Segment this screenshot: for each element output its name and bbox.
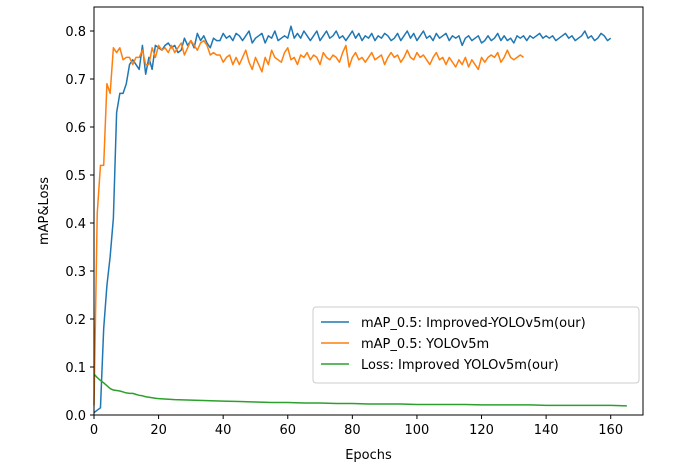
y-tick-label: 0.5: [65, 169, 86, 184]
legend-label: Loss: Improved YOLOv5m(our): [361, 358, 559, 373]
x-tick-label: 120: [469, 423, 494, 438]
x-tick-label: 20: [150, 423, 167, 438]
y-tick-label: 0.3: [65, 265, 86, 280]
legend-label: mAP_0.5: Improved-YOLOv5m(our): [361, 316, 586, 331]
y-axis: 0.0 0.1 0.2 0.3 0.4 0.5 0.6 0.7 0.8: [65, 25, 94, 424]
series-line-1: [93, 25, 612, 414]
y-tick-label: 0.7: [65, 73, 86, 88]
plot-frame: [93, 6, 644, 416]
x-tick-label: 40: [215, 423, 232, 438]
y-axis-label: mAP&Loss: [37, 177, 52, 245]
y-tick-label: 0.6: [65, 121, 86, 136]
y-tick-label: 0.2: [65, 313, 86, 328]
y-tick-label: 0.1: [65, 361, 86, 376]
legend: mAP_0.5: Improved-YOLOv5m(our) mAP_0.5: Y…: [312, 306, 640, 384]
y-tick-label: 0.8: [65, 25, 86, 40]
legend-label: mAP_0.5: YOLOv5m: [361, 337, 489, 352]
x-tick-label: 160: [598, 423, 623, 438]
x-tick-label: 60: [279, 423, 296, 438]
x-axis-label: Epochs: [345, 448, 392, 463]
x-tick-label: 80: [344, 423, 361, 438]
y-tick-label: 0.4: [65, 217, 86, 232]
y-tick-label: 0.0: [65, 409, 86, 424]
x-tick-label: 100: [405, 423, 430, 438]
x-tick-label: 0: [90, 423, 98, 438]
series-layer: [93, 25, 627, 414]
legend-box: [312, 306, 640, 384]
series-line-3: [93, 373, 627, 407]
series-line-2: [93, 39, 524, 406]
x-axis: 0 20 40 60 80 100 120 140 160: [90, 415, 623, 438]
x-tick-label: 140: [534, 423, 559, 438]
